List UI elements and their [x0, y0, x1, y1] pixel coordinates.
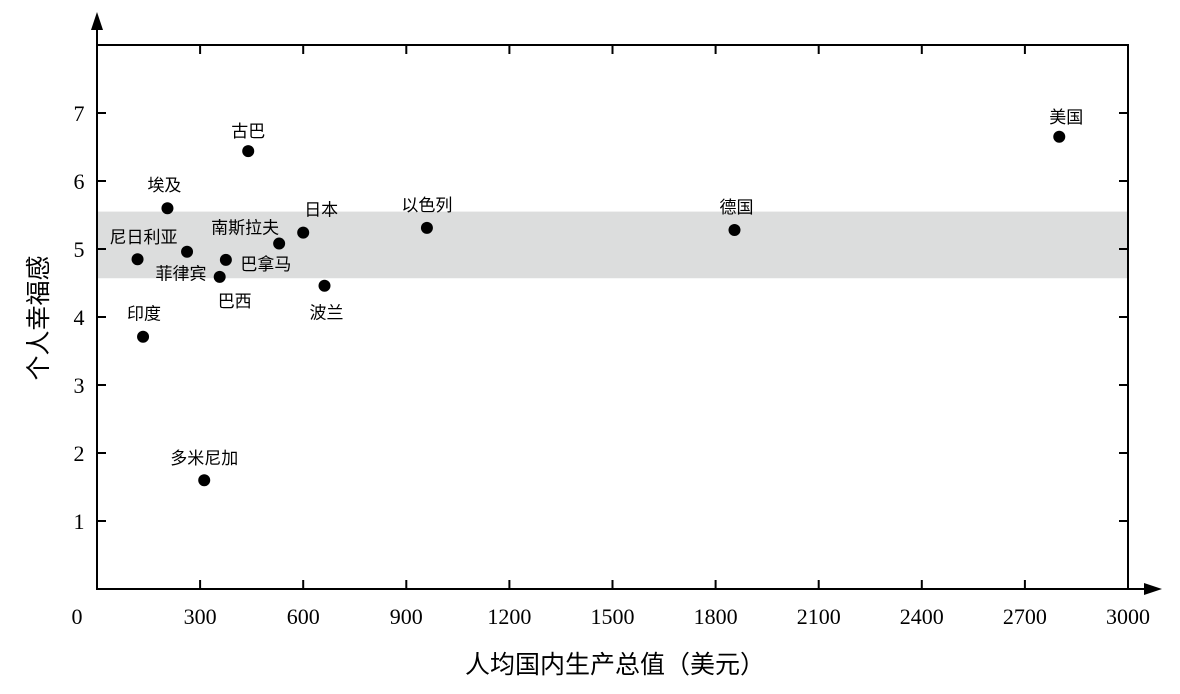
- data-point: [213, 270, 226, 283]
- x-tick-label: 1500: [591, 604, 635, 629]
- y-tick-label: 5: [74, 237, 85, 262]
- point-label: 尼日利亚: [110, 228, 178, 248]
- y-tick-label: 7: [74, 101, 85, 126]
- x-tick-label: 3000: [1106, 604, 1150, 629]
- data-point: [131, 253, 144, 266]
- data-point: [728, 223, 741, 236]
- point-label: 南斯拉夫: [211, 219, 279, 239]
- x-tick-label: 2400: [900, 604, 944, 629]
- data-point: [181, 245, 194, 258]
- point-label: 埃及: [147, 176, 181, 196]
- point-label: 多米尼加: [170, 449, 238, 469]
- x-tick-label: 900: [390, 604, 423, 629]
- x-tick-label: 0: [72, 604, 83, 629]
- y-tick-label: 1: [74, 509, 85, 534]
- point-label: 菲律宾: [156, 265, 207, 285]
- x-tick-label: 300: [184, 604, 217, 629]
- data-point: [137, 330, 150, 343]
- point-label: 以色列: [401, 196, 452, 216]
- data-point: [1053, 130, 1066, 143]
- data-points: [131, 130, 1066, 487]
- x-tick-label: 1200: [487, 604, 531, 629]
- x-tick-label: 2700: [1003, 604, 1047, 629]
- data-point: [318, 279, 331, 292]
- x-axis-title: 人均国内生产总值（美元）: [465, 650, 765, 679]
- data-point: [297, 226, 310, 239]
- average-band-layer: [98, 211, 1127, 279]
- point-label: 巴西: [218, 292, 252, 312]
- average-range-band: [98, 211, 1127, 279]
- x-tick-label: 1800: [694, 604, 738, 629]
- x-axis-arrowhead: [1144, 583, 1162, 595]
- y-tick-label: 4: [74, 305, 85, 330]
- data-point: [273, 237, 286, 250]
- y-axis-title: 个人幸福感: [24, 255, 53, 380]
- x-tick-label: 2100: [797, 604, 841, 629]
- tick-labels: 0 300 600 900 1200 1500 1800 2100 2400 2700 3000 1 2…: [72, 101, 1151, 629]
- y-tick-label: 3: [74, 373, 85, 398]
- y-tick-label: 2: [74, 441, 85, 466]
- point-label: 巴拿马: [240, 254, 291, 275]
- data-point: [420, 221, 433, 234]
- point-label: 日本: [304, 201, 338, 221]
- data-point: [219, 253, 232, 266]
- y-axis-arrowhead: [91, 12, 103, 30]
- data-point: [161, 202, 174, 215]
- point-label: 波兰: [310, 304, 344, 324]
- point-label: 古巴: [231, 122, 265, 142]
- tick-marks: [97, 45, 1128, 589]
- point-label: 美国: [1049, 108, 1083, 128]
- point-label: 德国: [720, 198, 754, 218]
- x-tick-label: 600: [287, 604, 320, 629]
- data-point: [198, 474, 211, 487]
- point-label: 印度: [127, 305, 161, 325]
- data-point: [242, 145, 255, 158]
- y-tick-label: 6: [74, 169, 85, 194]
